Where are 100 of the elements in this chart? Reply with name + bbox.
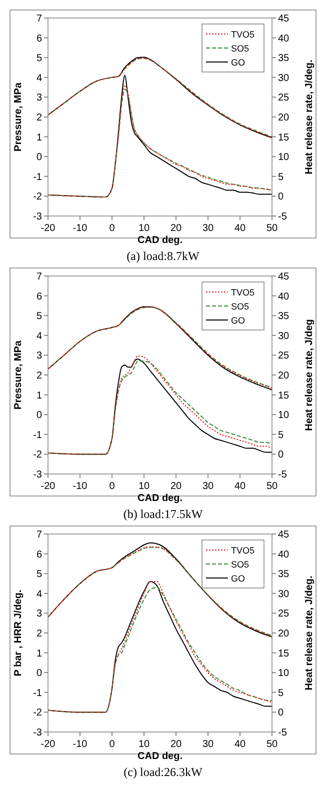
y-axis-title: Pressure, MPa bbox=[13, 82, 24, 152]
y-tick-label: 6 bbox=[36, 549, 42, 560]
y2-tick-label: 10 bbox=[278, 152, 290, 164]
x-tick-label: 40 bbox=[234, 223, 246, 234]
y2-tick-label: 20 bbox=[278, 112, 290, 124]
y2-tick-label: 15 bbox=[278, 648, 290, 660]
y2-tick-label: 20 bbox=[278, 628, 290, 640]
legend-label: SO5 bbox=[231, 302, 250, 312]
y2-tick-label: 45 bbox=[278, 14, 290, 24]
x-tick-label: 30 bbox=[202, 739, 214, 750]
y2-axis-title: Heat release rate, J/deg bbox=[304, 319, 315, 431]
y2-tick-label: 20 bbox=[278, 370, 290, 382]
y2-tick-label: 35 bbox=[278, 569, 290, 580]
y-tick-label: 7 bbox=[36, 530, 42, 540]
y-tick-label: -3 bbox=[33, 728, 42, 738]
y2-tick-label: 40 bbox=[278, 291, 290, 302]
x-tick-label: 30 bbox=[202, 223, 214, 234]
x-tick-label: -20 bbox=[40, 223, 56, 234]
y2-tick-label: 35 bbox=[278, 53, 290, 64]
legend-label: GO bbox=[231, 58, 246, 68]
y2-tick-label: 30 bbox=[278, 72, 290, 84]
y-tick-label: 5 bbox=[36, 311, 42, 322]
x-tick-label: 0 bbox=[109, 223, 116, 234]
y-tick-label: 6 bbox=[36, 291, 42, 302]
y-tick-label: -3 bbox=[33, 470, 42, 480]
y-tick-label: -1 bbox=[33, 688, 42, 699]
y-axis-title: Pressure, MPa bbox=[13, 340, 24, 410]
y2-axis-title: Heat release rate, J/deg. bbox=[304, 576, 315, 690]
x-tick-label: 50 bbox=[266, 739, 278, 750]
y2-tick-label: 10 bbox=[278, 668, 290, 680]
y-tick-label: 3 bbox=[36, 92, 42, 104]
y-tick-label: 5 bbox=[36, 569, 42, 580]
y-tick-label: 0 bbox=[36, 668, 42, 680]
y2-tick-label: 45 bbox=[278, 272, 290, 282]
y2-tick-label: 15 bbox=[278, 132, 290, 144]
legend-label: GO bbox=[231, 316, 246, 326]
y2-tick-label: 10 bbox=[278, 410, 290, 422]
x-tick-label: 40 bbox=[234, 739, 246, 750]
y2-tick-label: 25 bbox=[278, 350, 290, 362]
y2-tick-label: -5 bbox=[278, 728, 288, 738]
y2-tick-label: 15 bbox=[278, 390, 290, 402]
y2-tick-label: 5 bbox=[278, 688, 284, 699]
y2-tick-label: 25 bbox=[278, 608, 290, 620]
x-tick-label: 10 bbox=[138, 223, 150, 234]
legend-label: TVO5 bbox=[231, 288, 255, 298]
legend-label: SO5 bbox=[231, 560, 250, 570]
x-tick-label: 10 bbox=[138, 481, 150, 492]
y-tick-label: 3 bbox=[36, 608, 42, 620]
x-tick-label: 50 bbox=[266, 223, 278, 234]
y-tick-label: 4 bbox=[36, 330, 42, 342]
y2-tick-label: 40 bbox=[278, 549, 290, 560]
x-axis-title: CAD deg. bbox=[138, 493, 183, 504]
text: (b) load:17.5kW bbox=[123, 507, 204, 521]
y-tick-label: 1 bbox=[36, 390, 42, 402]
y-tick-label: 2 bbox=[36, 628, 42, 640]
x-tick-label: 50 bbox=[266, 481, 278, 492]
y-tick-label: 6 bbox=[36, 33, 42, 44]
y-tick-label: -1 bbox=[33, 172, 42, 183]
y-tick-label: -2 bbox=[33, 192, 42, 203]
y-tick-label: -3 bbox=[33, 212, 42, 222]
text: (c) load:26.3kW bbox=[124, 765, 203, 779]
x-tick-label: -10 bbox=[72, 223, 88, 234]
x-tick-label: -10 bbox=[72, 481, 88, 492]
x-axis-title: CAD deg. bbox=[138, 235, 183, 246]
x-tick-label: 0 bbox=[109, 739, 116, 750]
y-tick-label: 2 bbox=[36, 112, 42, 124]
y-tick-label: 0 bbox=[36, 410, 42, 422]
y2-tick-label: -5 bbox=[278, 212, 288, 222]
x-tick-label: 20 bbox=[170, 739, 182, 750]
x-axis-title: CAD deg. bbox=[138, 751, 183, 762]
y2-tick-label: 0 bbox=[278, 708, 284, 719]
y2-tick-label: 35 bbox=[278, 311, 290, 322]
legend-label: TVO5 bbox=[231, 546, 255, 556]
y-tick-label: 5 bbox=[36, 53, 42, 64]
x-tick-label: 0 bbox=[109, 481, 116, 492]
x-tick-label: 30 bbox=[202, 481, 214, 492]
legend-label: SO5 bbox=[231, 44, 250, 54]
y2-tick-label: 45 bbox=[278, 530, 290, 540]
x-tick-label: -10 bbox=[72, 739, 88, 750]
y-tick-label: 1 bbox=[36, 648, 42, 660]
x-tick-label: 40 bbox=[234, 481, 246, 492]
x-tick-label: 10 bbox=[138, 739, 150, 750]
y-tick-label: -2 bbox=[33, 450, 42, 461]
y-tick-label: 4 bbox=[36, 588, 42, 600]
x-tick-label: -20 bbox=[40, 739, 56, 750]
y2-tick-label: 40 bbox=[278, 33, 290, 44]
y2-tick-label: 30 bbox=[278, 588, 290, 600]
y2-tick-label: 30 bbox=[278, 330, 290, 342]
y-tick-label: -2 bbox=[33, 708, 42, 719]
y-tick-label: 3 bbox=[36, 350, 42, 362]
y-tick-label: 4 bbox=[36, 72, 42, 84]
x-tick-label: 20 bbox=[170, 481, 182, 492]
y2-tick-label: 5 bbox=[278, 430, 284, 441]
y2-tick-label: -5 bbox=[278, 470, 288, 480]
legend-label: GO bbox=[231, 574, 246, 584]
y-tick-label: -1 bbox=[33, 430, 42, 441]
x-tick-label: 20 bbox=[170, 223, 182, 234]
y-tick-label: 2 bbox=[36, 370, 42, 382]
x-tick-label: -20 bbox=[40, 481, 56, 492]
y-tick-label: 1 bbox=[36, 132, 42, 144]
